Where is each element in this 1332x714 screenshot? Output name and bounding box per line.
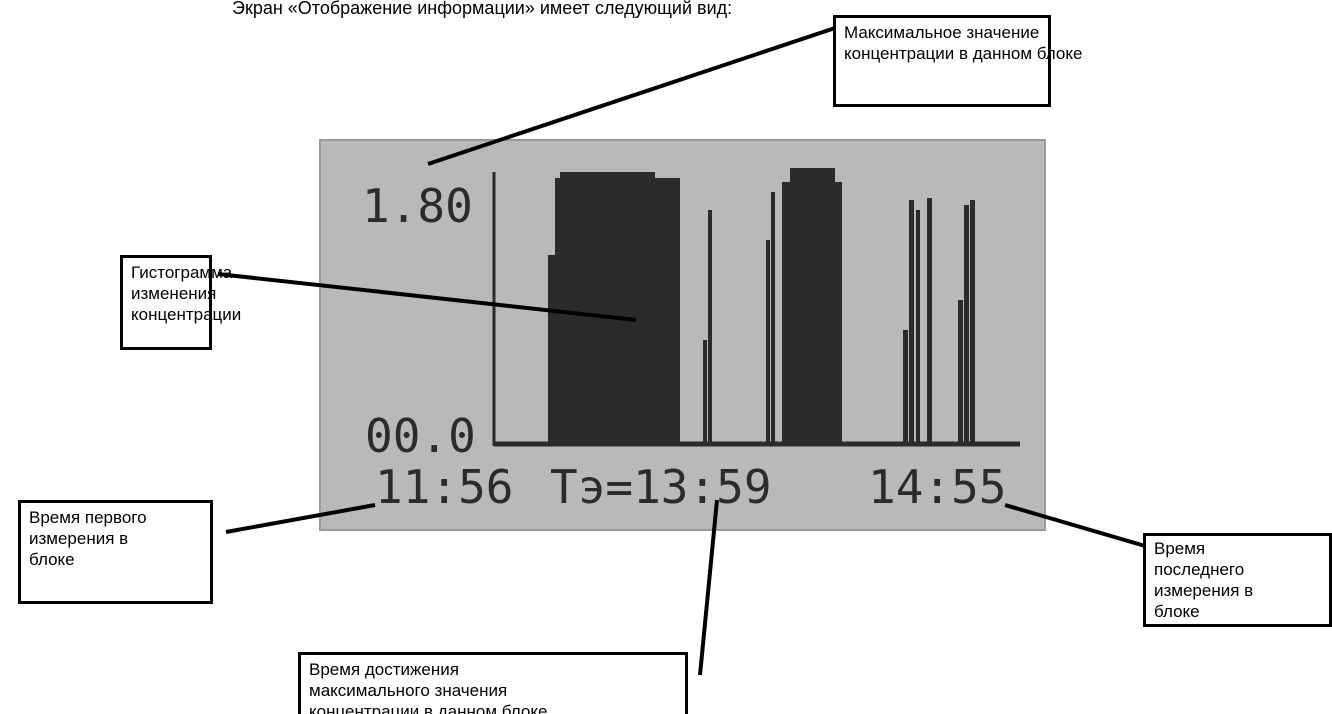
callout-line: Время достижения: [309, 659, 677, 680]
bar: [555, 178, 680, 444]
max-label: 1.80: [362, 179, 473, 233]
callout-line: Время первого: [29, 507, 202, 528]
bar: [782, 182, 842, 444]
callout-line: измерения в: [1154, 580, 1321, 601]
bar: [970, 200, 975, 444]
callout-line: Время: [1154, 538, 1321, 559]
bar: [964, 205, 969, 444]
bar: [560, 172, 655, 180]
callout-line: концентрации в данном блоке: [844, 43, 1040, 64]
time-last: 14:55: [868, 460, 1006, 514]
callout-line: Гистограмма: [131, 262, 201, 283]
callout-line: Максимальное значение: [844, 22, 1040, 43]
bar: [909, 200, 914, 444]
callout-line: максимального значения: [309, 680, 677, 701]
bar: [790, 168, 835, 184]
callout-last-time: Время последнего измерения в блоке: [1143, 533, 1332, 627]
callout-line: концентрации: [131, 304, 201, 325]
bar: [927, 198, 932, 444]
callout-line: концентрации в данном блоке: [309, 701, 677, 714]
lcd-figure: 1.80 00.0 11:56 Tэ=13:59 14:55: [0, 0, 1332, 714]
callout-line: изменения: [131, 283, 201, 304]
bar: [903, 330, 908, 444]
bar: [916, 210, 920, 444]
page: {"intro": "Экран «Отображение информации…: [0, 0, 1332, 714]
callout-line: блоке: [29, 549, 202, 570]
bar: [771, 192, 775, 444]
min-label: 00.0: [365, 409, 476, 463]
bar: [548, 255, 556, 444]
time-max: Tэ=13:59: [550, 460, 772, 514]
bar: [708, 210, 712, 444]
callout-first-time: Время первого измерения в блоке: [18, 500, 213, 604]
time-first: 11:56: [375, 460, 513, 514]
callout-line: измерения в: [29, 528, 202, 549]
callout-line: последнего: [1154, 559, 1321, 580]
bar: [766, 240, 770, 444]
bar: [703, 340, 707, 444]
callout-line: блоке: [1154, 601, 1321, 622]
callout-max-value: Максимальное значение концентрации в дан…: [833, 15, 1051, 107]
bar: [958, 300, 963, 444]
callout-max-time: Время достижения максимального значения …: [298, 652, 688, 714]
callout-histogram: Гистограмма изменения концентрации: [120, 255, 212, 350]
